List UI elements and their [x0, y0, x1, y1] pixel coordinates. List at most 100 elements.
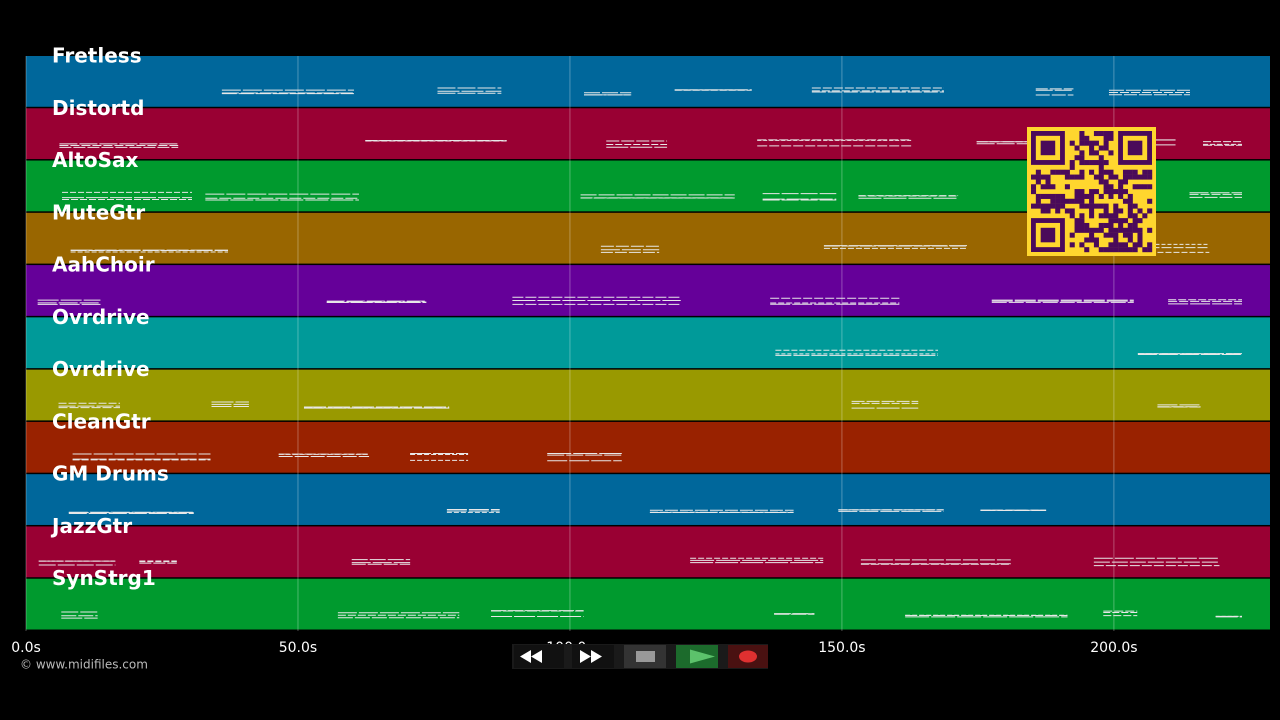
- qr-module: [1060, 198, 1066, 204]
- rewind-button[interactable]: [514, 645, 564, 668]
- qr-module: [1118, 247, 1124, 253]
- qr-module: [1113, 242, 1119, 248]
- qr-module: [1108, 232, 1114, 238]
- qr-module: [1147, 242, 1153, 248]
- track-name: AahChoir: [52, 253, 155, 277]
- qr-module: [1098, 213, 1104, 219]
- qr-module: [1031, 174, 1037, 180]
- qr-module: [1137, 174, 1143, 180]
- track-name: GM Drums: [52, 462, 169, 486]
- qr-module: [1098, 155, 1104, 161]
- qr-module: [1045, 193, 1051, 199]
- qr-module: [1108, 222, 1114, 228]
- qr-module: [1113, 232, 1119, 238]
- qr-module: [1103, 222, 1109, 228]
- qr-module: [1108, 150, 1114, 156]
- qr-module: [1045, 179, 1051, 185]
- qr-module: [1089, 169, 1095, 175]
- qr-module: [1122, 189, 1128, 195]
- qr-module: [1098, 145, 1104, 151]
- qr-module: [1050, 198, 1056, 204]
- qr-module: [1127, 208, 1133, 214]
- qr-module: [1060, 203, 1066, 209]
- qr-module: [1089, 145, 1095, 151]
- qr-module: [1122, 227, 1128, 233]
- track-name: JazzGtr: [50, 514, 132, 538]
- qr-module: [1035, 193, 1041, 199]
- qr-module: [1055, 203, 1061, 209]
- qr-module: [1079, 131, 1085, 137]
- qr-module: [1132, 184, 1138, 190]
- qr-module: [1084, 247, 1090, 253]
- qr-module: [1103, 232, 1109, 238]
- qr-module: [1074, 174, 1080, 180]
- qr-module: [1142, 247, 1148, 253]
- track-name: AltoSax: [52, 148, 139, 172]
- qr-module: [1122, 174, 1128, 180]
- qr-module: [1118, 189, 1124, 195]
- qr-module: [1084, 140, 1090, 146]
- qr-code: [1027, 127, 1156, 256]
- record-button[interactable]: [728, 645, 768, 668]
- qr-module: [1035, 179, 1041, 185]
- qr-module: [1118, 179, 1124, 185]
- qr-module: [1074, 218, 1080, 224]
- qr-module: [1127, 203, 1133, 209]
- qr-module: [1040, 203, 1046, 209]
- qr-module: [1108, 227, 1114, 233]
- track-lane: [26, 317, 1270, 369]
- qr-module: [1132, 247, 1138, 253]
- qr-module: [1069, 242, 1075, 248]
- qr-module: [1147, 198, 1153, 204]
- time-tick-label: 150.0s: [818, 640, 865, 656]
- qr-finder: [1118, 130, 1153, 165]
- qr-module: [1089, 213, 1095, 219]
- qr-module: [1060, 193, 1066, 199]
- qr-module: [1064, 184, 1070, 190]
- qr-module: [1108, 242, 1114, 248]
- qr-module: [1122, 169, 1128, 175]
- qr-module: [1055, 193, 1061, 199]
- qr-module: [1142, 184, 1148, 190]
- qr-module: [1122, 242, 1128, 248]
- time-tick-label: 200.0s: [1090, 640, 1137, 656]
- qr-module: [1113, 247, 1119, 253]
- qr-module: [1127, 232, 1133, 238]
- qr-module: [1098, 169, 1104, 175]
- play-button[interactable]: [676, 645, 718, 668]
- qr-module: [1108, 184, 1114, 190]
- qr-module: [1122, 232, 1128, 238]
- qr-module: [1113, 174, 1119, 180]
- qr-module: [1098, 222, 1104, 228]
- qr-module: [1108, 135, 1114, 141]
- qr-module: [1040, 208, 1046, 214]
- qr-module: [1103, 189, 1109, 195]
- qr-module: [1137, 237, 1143, 243]
- qr-module: [1118, 184, 1124, 190]
- qr-module: [1093, 189, 1099, 195]
- qr-module: [1127, 247, 1133, 253]
- qr-module: [1064, 208, 1070, 214]
- qr-module: [1050, 184, 1056, 190]
- stop-button[interactable]: [624, 645, 666, 668]
- qr-module: [1098, 160, 1104, 166]
- qr-module: [1122, 247, 1128, 253]
- forward-button[interactable]: [572, 645, 614, 668]
- qr-module: [1103, 145, 1109, 151]
- qr-module: [1089, 150, 1095, 156]
- qr-module: [1084, 193, 1090, 199]
- qr-module: [1118, 227, 1124, 233]
- qr-module: [1089, 140, 1095, 146]
- track-name: Distortd: [52, 96, 144, 120]
- qr-module: [1127, 169, 1133, 175]
- qr-module: [1045, 184, 1051, 190]
- qr-module: [1079, 169, 1085, 175]
- track-lane: [26, 369, 1270, 421]
- qr-module: [1079, 160, 1085, 166]
- qr-module: [1103, 131, 1109, 137]
- qr-module: [1118, 208, 1124, 214]
- qr-module: [1147, 247, 1153, 253]
- qr-module: [1069, 140, 1075, 146]
- qr-module: [1132, 227, 1138, 233]
